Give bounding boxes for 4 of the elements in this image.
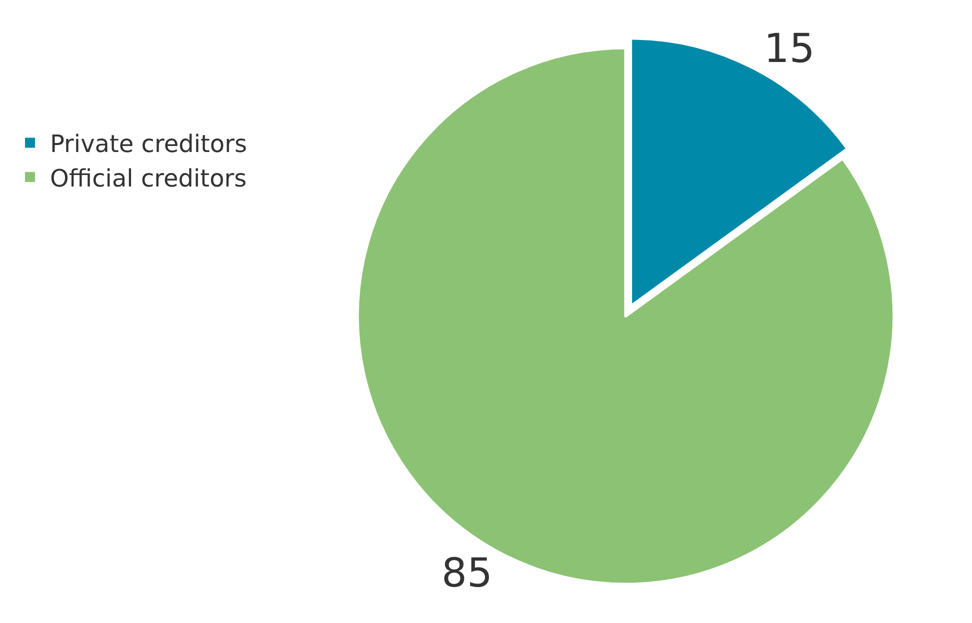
data-label: 15 — [764, 26, 815, 72]
data-label: 85 — [442, 550, 492, 596]
legend-label: Official creditors — [50, 164, 247, 192]
legend-label: Private creditors — [50, 130, 247, 158]
